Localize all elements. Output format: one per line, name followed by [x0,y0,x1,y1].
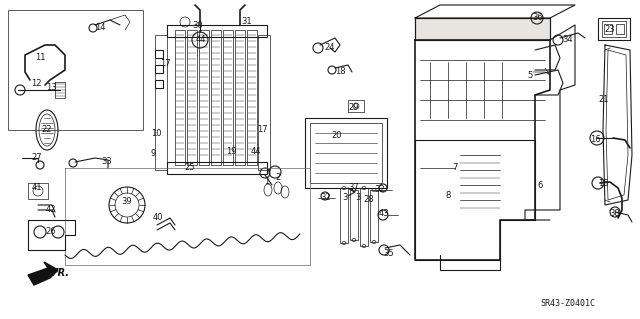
Bar [155,35,167,170]
Text: 38: 38 [610,209,620,218]
Text: 19: 19 [226,147,236,157]
Text: 41: 41 [32,182,42,191]
Text: 29: 29 [349,102,359,112]
Bar [247,30,257,165]
Text: 44: 44 [196,35,206,44]
Text: 12: 12 [31,78,41,87]
Text: 43: 43 [379,209,389,218]
Text: 31: 31 [242,18,252,26]
Bar [360,188,368,246]
Bar [167,25,267,37]
Text: 16: 16 [589,135,600,144]
Bar [8,10,143,130]
Bar [187,30,197,165]
Text: 30: 30 [193,20,204,29]
Bar [258,35,270,170]
Text: 17: 17 [257,125,268,135]
Text: 42: 42 [45,204,56,213]
Text: 6: 6 [538,181,543,189]
Bar [211,30,221,165]
Text: 20: 20 [332,130,342,139]
Bar [340,188,348,243]
Text: 40: 40 [153,213,163,222]
Text: 8: 8 [445,190,451,199]
Text: 14: 14 [95,24,105,33]
Bar [604,24,612,34]
Bar [616,24,624,34]
Text: 3: 3 [342,194,348,203]
Text: 26: 26 [45,227,56,236]
Bar [199,30,209,165]
Text: 10: 10 [151,129,161,137]
Bar [415,18,550,40]
Text: 18: 18 [335,68,346,77]
Text: 11: 11 [35,54,45,63]
Bar [235,30,245,165]
Text: 28: 28 [364,196,374,204]
Text: 34: 34 [563,35,573,44]
Text: 32: 32 [321,194,332,203]
Text: 5: 5 [527,70,532,79]
Text: 37: 37 [349,183,360,192]
Bar [155,80,163,88]
Bar [348,100,364,112]
Text: 35: 35 [384,249,394,257]
Text: FR.: FR. [52,268,70,278]
Bar [602,21,626,37]
Bar [175,30,185,165]
Bar [598,18,630,40]
Text: 7: 7 [452,164,458,173]
Text: 39: 39 [122,197,132,205]
Bar [415,18,550,40]
Text: 24: 24 [324,43,335,53]
Text: 23: 23 [605,26,615,34]
Bar [370,190,378,242]
Text: 25: 25 [185,164,195,173]
Text: 32: 32 [374,186,385,195]
Bar [28,183,48,199]
Text: 9: 9 [150,149,156,158]
Text: 3: 3 [355,194,361,203]
Text: 2: 2 [275,174,280,182]
Bar [155,50,163,58]
Text: 22: 22 [42,125,52,135]
Text: 1: 1 [264,176,269,186]
Bar [167,162,267,174]
Bar [310,123,382,183]
Text: 44: 44 [251,147,261,157]
Text: 17: 17 [160,58,170,68]
Text: 36: 36 [532,12,543,21]
Bar [223,30,233,165]
Text: 15: 15 [598,179,608,188]
Text: 13: 13 [45,84,56,93]
Text: 27: 27 [32,152,42,161]
Text: 21: 21 [599,95,609,105]
Polygon shape [28,262,58,285]
Text: SR43-Z0401C: SR43-Z0401C [540,299,595,308]
Bar [350,190,358,240]
Text: 33: 33 [102,158,113,167]
Bar [155,65,163,73]
Bar [305,118,387,188]
